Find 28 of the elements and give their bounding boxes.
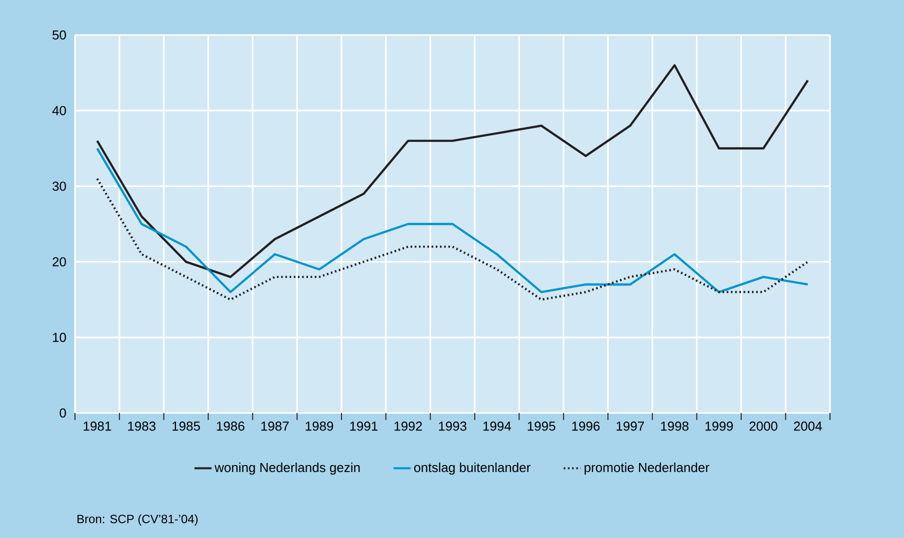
legend-label: woning Nederlands gezin — [214, 462, 360, 475]
x-tick-label: 1983 — [128, 422, 156, 431]
y-tick-label: 20 — [52, 257, 66, 266]
x-tick-label: 1992 — [394, 422, 422, 431]
x-tick-label: 1986 — [216, 422, 244, 431]
x-tick-label: 1998 — [661, 422, 688, 431]
y-tick-label: 30 — [52, 182, 66, 191]
x-tick-label: 1987 — [261, 422, 289, 431]
legend-label: ontslag buitenlander — [414, 462, 530, 475]
line-series — [96, 147, 809, 294]
x-tick-label: 1993 — [439, 422, 466, 431]
x-tick-label: 2004 — [794, 422, 822, 431]
y-tick-label: 40 — [52, 106, 66, 116]
x-tick-label: 2000 — [750, 422, 778, 431]
y-tick-label: 0 — [60, 408, 66, 418]
x-tick-label: 1994 — [483, 422, 511, 431]
x-tick-label: 1985 — [172, 422, 200, 431]
y-tick-label: 10 — [53, 332, 66, 342]
x-tick-label: 1995 — [528, 422, 556, 431]
x-tick-label: 1991 — [350, 422, 378, 431]
legend-label: promotie Nederlander — [584, 462, 710, 475]
y-tick-label: 50 — [52, 30, 66, 40]
x-tick-label: 1981 — [84, 422, 112, 431]
x-tick-label: 1999 — [706, 422, 733, 431]
x-tick-label: 1997 — [616, 422, 644, 431]
x-tick-label: 1996 — [572, 422, 600, 431]
text: Bron: SCP (CV’81-’04) — [78, 514, 198, 526]
x-tick-label: 1989 — [306, 422, 334, 431]
